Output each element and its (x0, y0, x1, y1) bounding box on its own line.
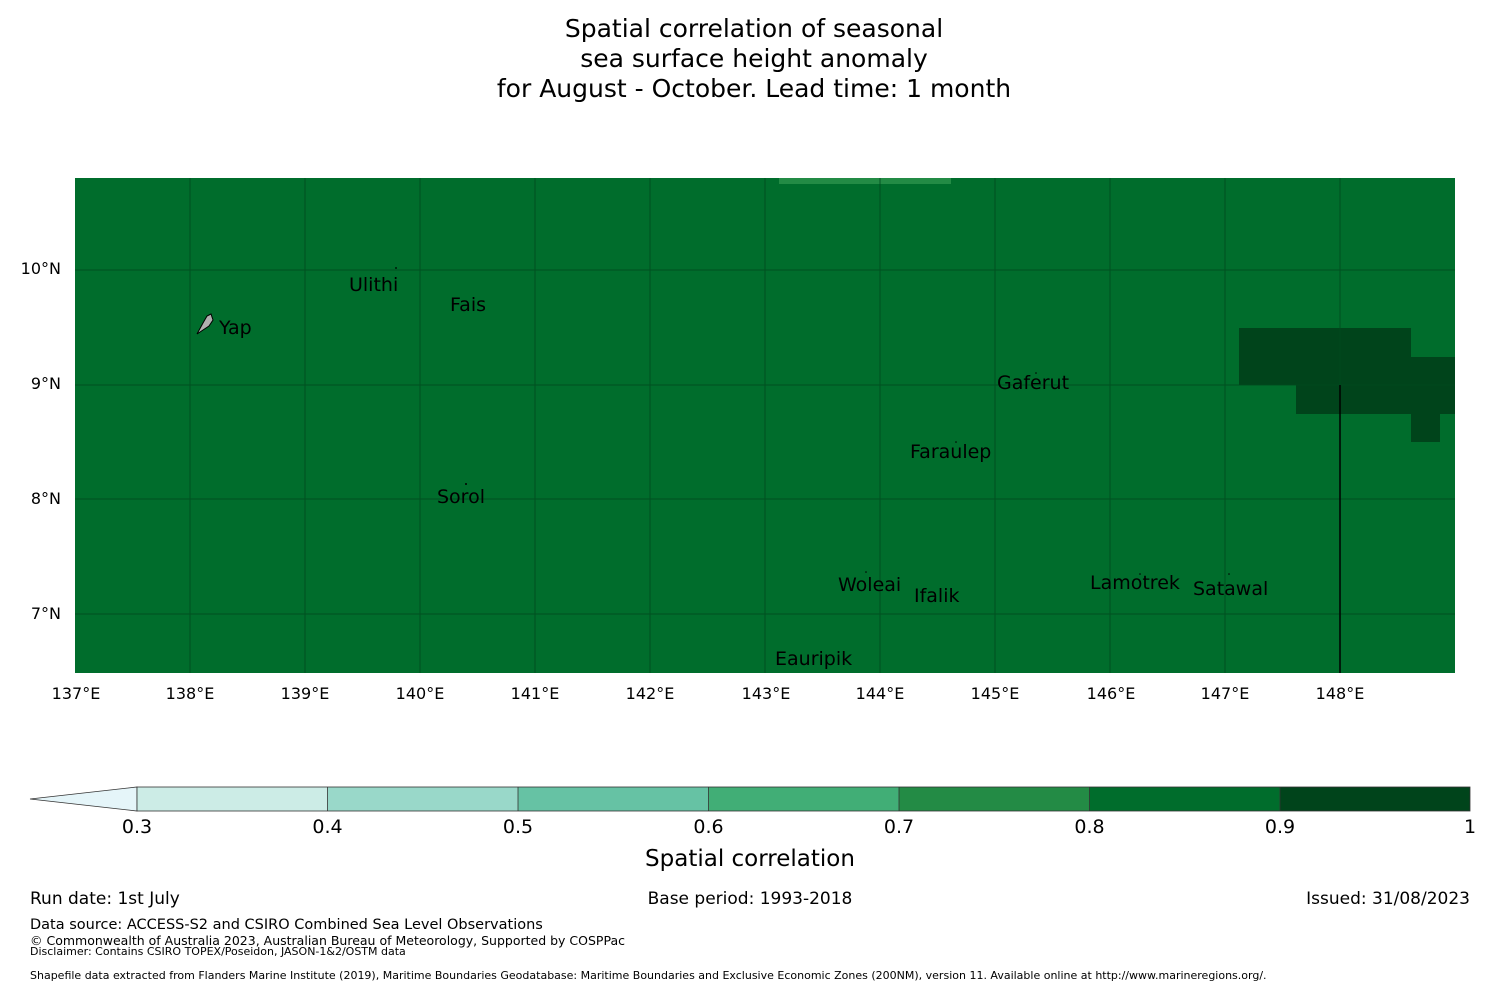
title-line-1: Spatial correlation of seasonal (564, 14, 944, 43)
lon-label-138e: 138°E (165, 684, 215, 703)
copyright-notice: © Commonwealth of Australia 2023, Austra… (30, 933, 625, 948)
correlation-cell-high (1411, 414, 1440, 442)
title-line-3: for August - October. Lead time: 1 month (496, 74, 1012, 103)
run-date: Run date: 1st July (30, 889, 180, 909)
colorbar-tick-6: 0.9 (1264, 816, 1296, 838)
colorbar-tick-1: 0.4 (312, 816, 343, 838)
colorbar-bin-6 (1280, 787, 1470, 811)
island-label-ifalik: Ifalik (914, 585, 960, 607)
lon-label-141e: 141°E (510, 684, 560, 703)
island-label-sorol: Sorol (437, 486, 485, 508)
shapefile-credit: Shapefile data extracted from Flanders M… (30, 969, 1267, 982)
island-label-fais: Fais (450, 294, 487, 316)
lon-label-142e: 142°E (625, 684, 675, 703)
colorbar-bin-4 (899, 787, 1090, 811)
colorbar-bin-1 (327, 787, 518, 811)
island-label-faraulep: Faraulep (910, 441, 992, 463)
data-source: Data source: ACCESS-S2 and CSIRO Combine… (30, 917, 543, 933)
lon-label-137e: 137°E (51, 684, 101, 703)
colorbar-tick-0: 0.3 (121, 816, 153, 838)
atoll-dots (395, 267, 1230, 575)
issued-date: Issued: 31/08/2023 (1306, 889, 1470, 909)
yap-island-shape (196, 313, 214, 335)
lat-label-7n: 7°N (30, 604, 61, 623)
correlation-cell-high (1411, 357, 1455, 385)
lat-label-9n: 9°N (30, 374, 61, 393)
island-label-woleai: Woleai (838, 574, 902, 596)
colorbar-tick-5: 0.8 (1074, 816, 1105, 838)
lon-label-140e: 140°E (395, 684, 445, 703)
lon-label-147e: 147°E (1200, 684, 1250, 703)
colorbar-tick-4: 0.7 (883, 816, 915, 838)
island-label-lamotrek: Lamotrek (1090, 572, 1180, 594)
correlation-cell-high (1296, 385, 1455, 414)
colorbar-bin-0 (137, 787, 328, 811)
island-label-eauripik: Eauripik (775, 648, 853, 670)
disclaimer: Disclaimer: Contains CSIRO TOPEX/Poseido… (30, 945, 406, 958)
colorbar (29, 786, 1471, 812)
lat-label-10n: 10°N (20, 259, 61, 278)
correlation-cell-mid (779, 178, 951, 184)
colorbar-bin-2 (518, 787, 709, 811)
island-label-yap: Yap (219, 317, 252, 339)
colorbar-tick-7: 1 (1463, 816, 1477, 838)
colorbar-tick-3: 0.6 (693, 816, 724, 838)
lon-label-145e: 145°E (970, 684, 1020, 703)
lat-label-8n: 8°N (30, 489, 61, 508)
map-title: Spatial correlation of seasonal sea surf… (0, 14, 1500, 104)
island-label-ulithi: Ulithi (349, 274, 399, 296)
title-line-2: sea surface height anomaly (580, 44, 928, 73)
lon-label-143e: 143°E (741, 684, 791, 703)
colorbar-tick-2: 0.5 (502, 816, 534, 838)
colorbar-bin-5 (1089, 787, 1280, 811)
colorbar-label: Spatial correlation (645, 846, 855, 872)
island-label-gaferut: Gaferut (997, 372, 1070, 394)
island-label-satawal: Satawal (1193, 578, 1269, 600)
lon-label-144e: 144°E (855, 684, 905, 703)
correlation-cell-high (1239, 328, 1411, 385)
lon-label-148e: 148°E (1315, 684, 1365, 703)
colorbar-extension-triangle (29, 786, 138, 812)
colorbar-bin-3 (708, 787, 899, 811)
colorbar-frame (136, 786, 1471, 812)
lon-label-146e: 146°E (1086, 684, 1136, 703)
lon-label-139e: 139°E (280, 684, 330, 703)
base-period: Base period: 1993-2018 (647, 889, 853, 909)
